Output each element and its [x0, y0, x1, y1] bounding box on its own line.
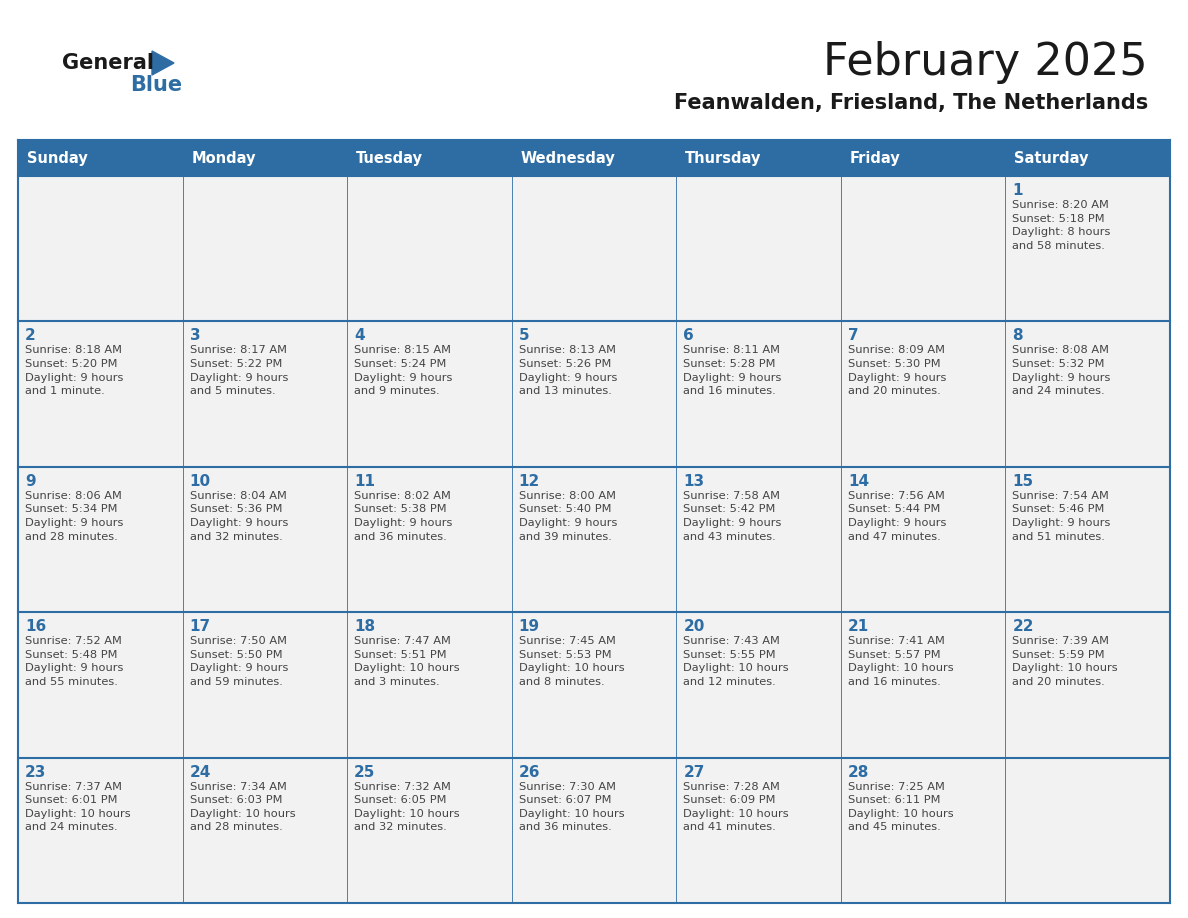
Bar [18, 140, 1170, 176]
Text: Sunrise: 8:06 AM
Sunset: 5:34 PM
Daylight: 9 hours
and 28 minutes.: Sunrise: 8:06 AM Sunset: 5:34 PM Dayligh… [25, 491, 124, 542]
Text: Sunrise: 8:04 AM
Sunset: 5:36 PM
Daylight: 9 hours
and 32 minutes.: Sunrise: 8:04 AM Sunset: 5:36 PM Dayligh… [190, 491, 287, 542]
Text: 6: 6 [683, 329, 694, 343]
Text: Sunrise: 7:37 AM
Sunset: 6:01 PM
Daylight: 10 hours
and 24 minutes.: Sunrise: 7:37 AM Sunset: 6:01 PM Dayligh… [25, 781, 131, 833]
Text: Monday: Monday [191, 151, 257, 165]
Text: 15: 15 [1012, 474, 1034, 488]
Text: 21: 21 [848, 620, 870, 634]
Text: 24: 24 [190, 765, 211, 779]
Text: Sunrise: 7:56 AM
Sunset: 5:44 PM
Daylight: 9 hours
and 47 minutes.: Sunrise: 7:56 AM Sunset: 5:44 PM Dayligh… [848, 491, 946, 542]
Text: 14: 14 [848, 474, 868, 488]
Text: 9: 9 [25, 474, 36, 488]
Text: 2: 2 [25, 329, 36, 343]
Text: Sunrise: 8:15 AM
Sunset: 5:24 PM
Daylight: 9 hours
and 9 minutes.: Sunrise: 8:15 AM Sunset: 5:24 PM Dayligh… [354, 345, 453, 397]
Text: Sunrise: 7:50 AM
Sunset: 5:50 PM
Daylight: 9 hours
and 59 minutes.: Sunrise: 7:50 AM Sunset: 5:50 PM Dayligh… [190, 636, 287, 687]
Text: Sunrise: 8:09 AM
Sunset: 5:30 PM
Daylight: 9 hours
and 20 minutes.: Sunrise: 8:09 AM Sunset: 5:30 PM Dayligh… [848, 345, 946, 397]
Text: Sunrise: 7:25 AM
Sunset: 6:11 PM
Daylight: 10 hours
and 45 minutes.: Sunrise: 7:25 AM Sunset: 6:11 PM Dayligh… [848, 781, 954, 833]
Text: Sunrise: 8:08 AM
Sunset: 5:32 PM
Daylight: 9 hours
and 24 minutes.: Sunrise: 8:08 AM Sunset: 5:32 PM Dayligh… [1012, 345, 1111, 397]
Polygon shape [152, 51, 173, 75]
Text: 18: 18 [354, 620, 375, 634]
Text: Sunrise: 7:47 AM
Sunset: 5:51 PM
Daylight: 10 hours
and 3 minutes.: Sunrise: 7:47 AM Sunset: 5:51 PM Dayligh… [354, 636, 460, 687]
Text: Sunrise: 8:18 AM
Sunset: 5:20 PM
Daylight: 9 hours
and 1 minute.: Sunrise: 8:18 AM Sunset: 5:20 PM Dayligh… [25, 345, 124, 397]
Text: 12: 12 [519, 474, 541, 488]
Text: 17: 17 [190, 620, 210, 634]
Text: Sunrise: 7:39 AM
Sunset: 5:59 PM
Daylight: 10 hours
and 20 minutes.: Sunrise: 7:39 AM Sunset: 5:59 PM Dayligh… [1012, 636, 1118, 687]
Text: Sunrise: 7:28 AM
Sunset: 6:09 PM
Daylight: 10 hours
and 41 minutes.: Sunrise: 7:28 AM Sunset: 6:09 PM Dayligh… [683, 781, 789, 833]
Text: Tuesday: Tuesday [356, 151, 423, 165]
Text: Sunrise: 7:34 AM
Sunset: 6:03 PM
Daylight: 10 hours
and 28 minutes.: Sunrise: 7:34 AM Sunset: 6:03 PM Dayligh… [190, 781, 295, 833]
Text: Sunrise: 8:02 AM
Sunset: 5:38 PM
Daylight: 9 hours
and 36 minutes.: Sunrise: 8:02 AM Sunset: 5:38 PM Dayligh… [354, 491, 453, 542]
Text: Sunrise: 7:32 AM
Sunset: 6:05 PM
Daylight: 10 hours
and 32 minutes.: Sunrise: 7:32 AM Sunset: 6:05 PM Dayligh… [354, 781, 460, 833]
Text: Sunrise: 7:41 AM
Sunset: 5:57 PM
Daylight: 10 hours
and 16 minutes.: Sunrise: 7:41 AM Sunset: 5:57 PM Dayligh… [848, 636, 954, 687]
Text: Sunrise: 8:20 AM
Sunset: 5:18 PM
Daylight: 8 hours
and 58 minutes.: Sunrise: 8:20 AM Sunset: 5:18 PM Dayligh… [1012, 200, 1111, 251]
Text: 19: 19 [519, 620, 539, 634]
Text: Sunrise: 7:45 AM
Sunset: 5:53 PM
Daylight: 10 hours
and 8 minutes.: Sunrise: 7:45 AM Sunset: 5:53 PM Dayligh… [519, 636, 625, 687]
Text: 4: 4 [354, 329, 365, 343]
Text: 3: 3 [190, 329, 201, 343]
Text: Friday: Friday [849, 151, 901, 165]
Text: Blue: Blue [129, 75, 182, 95]
Text: 11: 11 [354, 474, 375, 488]
Text: Sunrise: 7:58 AM
Sunset: 5:42 PM
Daylight: 9 hours
and 43 minutes.: Sunrise: 7:58 AM Sunset: 5:42 PM Dayligh… [683, 491, 782, 542]
Text: 20: 20 [683, 620, 704, 634]
Text: Feanwalden, Friesland, The Netherlands: Feanwalden, Friesland, The Netherlands [674, 93, 1148, 113]
Text: Wednesday: Wednesday [520, 151, 615, 165]
Text: Sunrise: 7:54 AM
Sunset: 5:46 PM
Daylight: 9 hours
and 51 minutes.: Sunrise: 7:54 AM Sunset: 5:46 PM Dayligh… [1012, 491, 1111, 542]
Text: 10: 10 [190, 474, 210, 488]
Text: Sunrise: 7:52 AM
Sunset: 5:48 PM
Daylight: 9 hours
and 55 minutes.: Sunrise: 7:52 AM Sunset: 5:48 PM Dayligh… [25, 636, 124, 687]
Text: Sunrise: 8:11 AM
Sunset: 5:28 PM
Daylight: 9 hours
and 16 minutes.: Sunrise: 8:11 AM Sunset: 5:28 PM Dayligh… [683, 345, 782, 397]
Text: Thursday: Thursday [685, 151, 762, 165]
Bar [18, 140, 1170, 903]
Text: 25: 25 [354, 765, 375, 779]
Text: February 2025: February 2025 [823, 41, 1148, 84]
Text: 7: 7 [848, 329, 859, 343]
Text: Sunday: Sunday [27, 151, 88, 165]
Text: 13: 13 [683, 474, 704, 488]
Text: 27: 27 [683, 765, 704, 779]
Text: 8: 8 [1012, 329, 1023, 343]
Text: Sunrise: 7:43 AM
Sunset: 5:55 PM
Daylight: 10 hours
and 12 minutes.: Sunrise: 7:43 AM Sunset: 5:55 PM Dayligh… [683, 636, 789, 687]
Text: 28: 28 [848, 765, 870, 779]
Text: General: General [62, 53, 154, 73]
Text: 22: 22 [1012, 620, 1034, 634]
Text: 16: 16 [25, 620, 46, 634]
Text: 23: 23 [25, 765, 46, 779]
Text: Sunrise: 8:00 AM
Sunset: 5:40 PM
Daylight: 9 hours
and 39 minutes.: Sunrise: 8:00 AM Sunset: 5:40 PM Dayligh… [519, 491, 617, 542]
Text: 1: 1 [1012, 183, 1023, 198]
Text: 5: 5 [519, 329, 530, 343]
Text: Sunrise: 7:30 AM
Sunset: 6:07 PM
Daylight: 10 hours
and 36 minutes.: Sunrise: 7:30 AM Sunset: 6:07 PM Dayligh… [519, 781, 625, 833]
Text: Sunrise: 8:17 AM
Sunset: 5:22 PM
Daylight: 9 hours
and 5 minutes.: Sunrise: 8:17 AM Sunset: 5:22 PM Dayligh… [190, 345, 287, 397]
Text: Sunrise: 8:13 AM
Sunset: 5:26 PM
Daylight: 9 hours
and 13 minutes.: Sunrise: 8:13 AM Sunset: 5:26 PM Dayligh… [519, 345, 617, 397]
Text: Saturday: Saturday [1015, 151, 1089, 165]
Text: 26: 26 [519, 765, 541, 779]
